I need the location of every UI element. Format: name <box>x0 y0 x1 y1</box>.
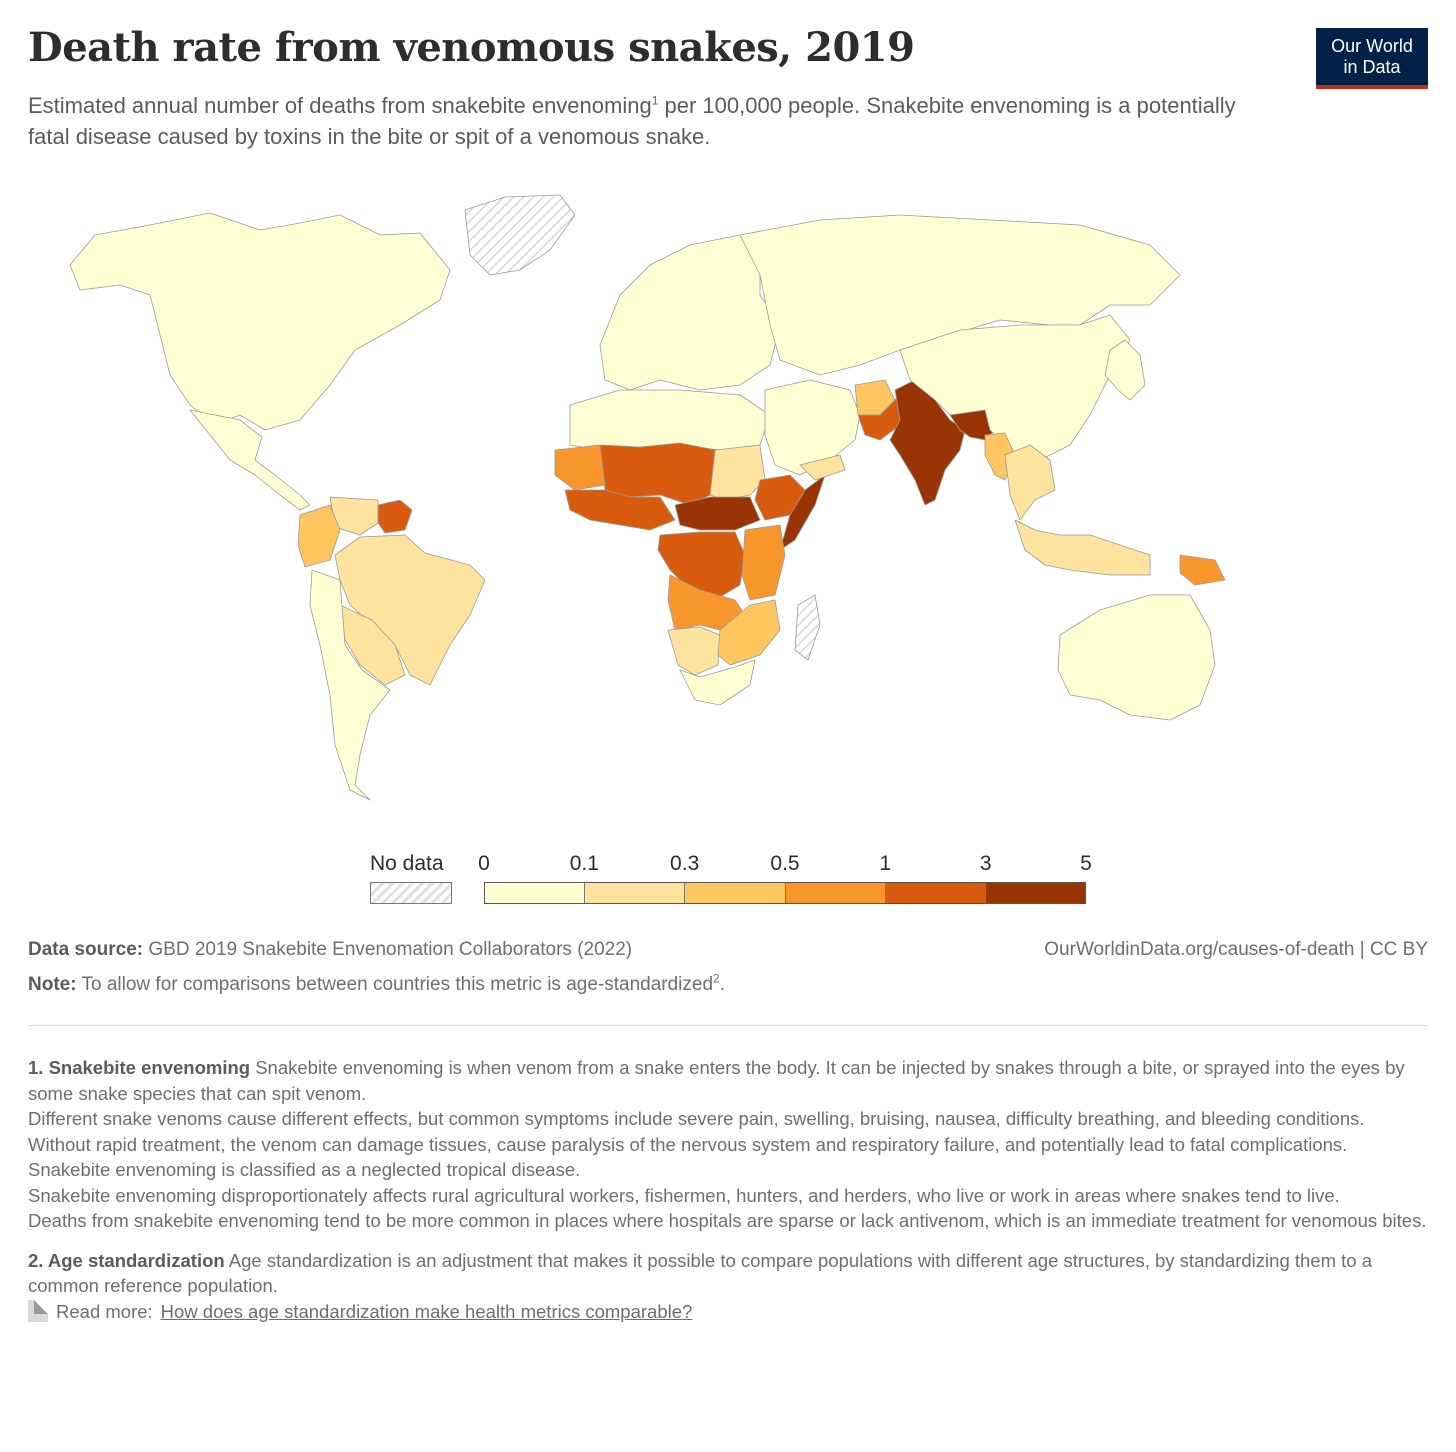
region-dr-congo[interactable] <box>657 531 746 601</box>
region-greenland[interactable] <box>464 194 576 276</box>
region-japan-korea[interactable] <box>1104 339 1146 401</box>
region-zimbabwe-mozambique[interactable] <box>717 599 781 666</box>
legend-tick: 0.5 <box>770 852 800 875</box>
legend-bin-5 <box>985 883 1086 903</box>
footnote-2: 2. Age standardization Age standardizati… <box>28 1249 1372 1297</box>
footnote-ref-1[interactable]: 1 <box>651 93 659 108</box>
region-middle-east[interactable] <box>764 379 861 476</box>
footnote-1-line: Deaths from snakebite envenoming tend to… <box>28 1210 1427 1231</box>
footnote-1-line: Without rapid treatment, the venom can d… <box>28 1133 1348 1155</box>
world-map[interactable] <box>0 175 1456 815</box>
chart-title: Death rate from venomous snakes, 2019 <box>28 24 915 71</box>
region-thailand-indochina[interactable] <box>1004 444 1056 521</box>
document-icon <box>28 1300 48 1323</box>
region-australia[interactable] <box>1057 594 1216 721</box>
data-source: Data source: GBD 2019 Snakebite Envenoma… <box>28 939 633 960</box>
legend-bin-0 <box>485 883 586 903</box>
footnote-1-line: Different snake venoms cause different e… <box>28 1108 1365 1129</box>
read-more: Read more: How does age standardization … <box>28 1299 1428 1325</box>
legend-bin-4 <box>885 883 986 903</box>
region-brazil[interactable] <box>334 534 486 686</box>
region-namibia-botswana[interactable] <box>667 626 721 676</box>
chart-note: Note: To allow for comparisons between c… <box>28 971 725 995</box>
region-china-mongolia[interactable] <box>899 314 1131 461</box>
region-india[interactable] <box>889 379 966 506</box>
legend-tick: 1 <box>879 852 892 875</box>
legend-tick: 0 <box>478 852 490 875</box>
legend-color-scale <box>484 882 1086 904</box>
region-south-africa[interactable] <box>679 659 756 706</box>
region-west-africa[interactable] <box>564 489 676 531</box>
region-north-america[interactable] <box>69 212 451 431</box>
region-madagascar[interactable] <box>794 594 821 661</box>
legend-bin-2 <box>685 883 786 903</box>
chart-subtitle: Estimated annual number of deaths from s… <box>28 93 1236 149</box>
footnote-1-line: Snakebite envenoming disproportionately … <box>28 1184 1340 1206</box>
region-central-african-republic-south-sudan[interactable] <box>674 496 761 531</box>
region-guianas[interactable] <box>375 499 413 534</box>
legend-bin-1 <box>585 883 686 903</box>
region-papua-new-guinea[interactable] <box>1179 554 1226 586</box>
region-bolivia-paraguay[interactable] <box>339 604 406 686</box>
region-ethiopia[interactable] <box>754 474 806 521</box>
legend-nodata-swatch <box>370 882 452 904</box>
region-mauritania-senegal[interactable] <box>554 444 606 491</box>
legend-bin-3 <box>785 883 886 903</box>
divider <box>28 1025 1428 1026</box>
owid-logo[interactable]: Our World in Data <box>1316 28 1428 89</box>
legend-tick: 5 <box>1080 852 1092 875</box>
source-url[interactable]: OurWorldinData.org/causes-of-death | CC … <box>1044 939 1428 960</box>
footnote-1-line: Snakebite envenoming is classified as a … <box>28 1159 581 1180</box>
legend-nodata-label: No data <box>370 852 444 875</box>
region-north-africa[interactable] <box>569 389 771 451</box>
footnote-ref-2[interactable]: 2 <box>713 971 720 986</box>
legend-tick: 3 <box>979 852 992 875</box>
region-southern-cone[interactable] <box>309 569 391 801</box>
region-malaysia-indonesia[interactable] <box>1014 519 1151 576</box>
read-more-link[interactable]: How does age standardization make health… <box>160 1300 693 1322</box>
region-mexico-central-america[interactable] <box>189 409 311 511</box>
region-kenya-tanzania[interactable] <box>741 524 786 601</box>
legend-tick: 0.1 <box>569 852 599 875</box>
footnote-1-intro: 1. Snakebite envenoming Snakebite enveno… <box>28 1057 1405 1104</box>
map-legend: No data 0 0.1 0.3 0.5 1 3 5 <box>360 850 1100 910</box>
region-yemen[interactable] <box>799 454 846 481</box>
footnotes: 1. Snakebite envenoming Snakebite enveno… <box>28 1055 1428 1324</box>
legend-tick: 0.3 <box>670 852 700 875</box>
region-colombia-ecuador[interactable] <box>297 504 341 568</box>
